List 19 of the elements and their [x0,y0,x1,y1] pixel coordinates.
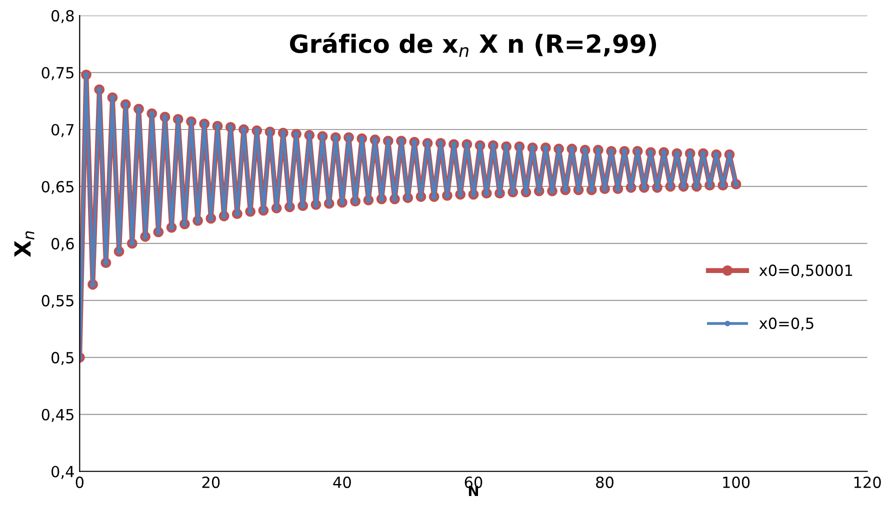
y-tick-label: 0,75 [42,66,74,80]
x-tick-label: 80 [596,476,614,488]
y-tick-label: 0,4 [52,466,74,479]
y-tick-label: 0,45 [42,408,74,422]
y-tick-label: 0,65 [42,180,74,194]
x-tick-label: 0 [76,476,84,488]
y-tick-label: 0,5 [52,352,74,365]
x-tick-label: 100 [723,476,750,488]
y-axis-title: X$_{n}$ [14,231,34,258]
legend-label: x0=0,5 [759,318,814,331]
text: Gráfico de x$_{n}$ X n (R=2,99) [290,32,656,57]
x-tick-label: 40 [333,476,351,488]
x-tick-label: 20 [202,476,220,488]
y-tick-label: 0,7 [52,124,74,138]
y-tick-label: 0,6 [52,238,74,252]
legend-label: x0=0,50001 [759,264,852,278]
y-tick-label: 0,8 [52,10,74,24]
x-tick-label: 120 [854,476,881,488]
y-tick-label: 0,55 [42,294,74,308]
